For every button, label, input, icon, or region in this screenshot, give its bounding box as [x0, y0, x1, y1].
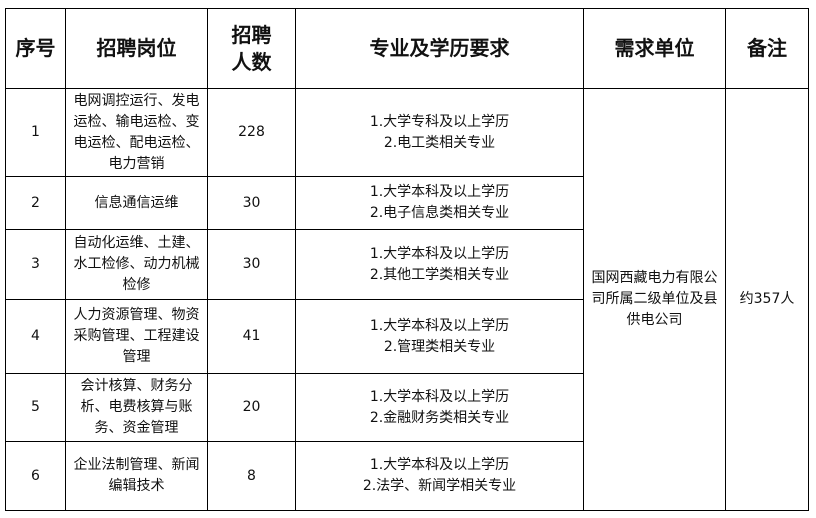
- table-row: 1 电网调控运行、发电运检、输电运检、变电运检、配电运检、电力营销 228 1.…: [5, 88, 809, 511]
- table-row: 6 企业法制管理、新闻编辑技术 8 1.大学本科及以上学历 2.法学、新闻学相关专…: [5, 441, 809, 511]
- row-position: 企业法制管理、新闻编辑技术: [65, 441, 208, 511]
- header-row: 序号 招聘岗位 招聘人数 专业及学历要求 需求单位 备注: [5, 8, 809, 89]
- row-no: 6: [5, 441, 66, 511]
- row-requirements: 1.大学本科及以上学历 2.电子信息类相关专业: [295, 176, 584, 230]
- row-requirements: 1.大学本科及以上学历 2.法学、新闻学相关专业: [295, 441, 584, 511]
- header-note: 备注: [725, 8, 809, 89]
- header-requirements: 专业及学历要求: [295, 8, 584, 89]
- header-count: 招聘人数: [207, 8, 296, 89]
- req-major: 2.法学、新闻学相关专业: [362, 478, 517, 494]
- row-no: 3: [5, 229, 66, 300]
- row-count: 30: [207, 229, 296, 300]
- row-requirements: 1.大学本科及以上学历 2.金融财务类相关专业: [295, 373, 584, 442]
- row-no: 5: [5, 373, 66, 442]
- header-no: 序号: [5, 8, 66, 89]
- row-position: 电网调控运行、发电运检、输电运检、变电运检、配电运检、电力营销: [65, 88, 208, 177]
- req-major: 2.管理类相关专业: [383, 338, 496, 355]
- row-count: 20: [207, 373, 296, 442]
- req-education: 1.大学本科及以上学历: [369, 317, 510, 334]
- row-position: 会计核算、财务分析、电费核算与账务、资金管理: [65, 373, 208, 442]
- row-no: 1: [5, 88, 66, 177]
- row-position: 自动化运维、土建、水工检修、动力机械检修: [65, 229, 208, 300]
- row-count: 30: [207, 176, 296, 230]
- row-count: 228: [207, 88, 296, 177]
- req-education: 1.大学专科及以上学历: [369, 113, 510, 130]
- table-row: 3 自动化运维、土建、水工检修、动力机械检修 30 1.大学本科及以上学历 2.其…: [5, 229, 809, 300]
- header-position: 招聘岗位: [65, 8, 208, 89]
- note: 约357人: [725, 88, 809, 511]
- req-education: 1.大学本科及以上学历: [369, 184, 510, 200]
- table-row: 5 会计核算、财务分析、电费核算与账务、资金管理 20 1.大学本科及以上学历 2…: [5, 373, 809, 442]
- row-position: 人力资源管理、物资采购管理、工程建设管理: [65, 299, 208, 374]
- row-position: 信息通信运维: [65, 176, 208, 230]
- row-no: 2: [5, 176, 66, 230]
- row-count: 41: [207, 299, 296, 374]
- row-no: 4: [5, 299, 66, 374]
- table-row: 4 人力资源管理、物资采购管理、工程建设管理 41 1.大学本科及以上学历 2.管…: [5, 299, 809, 374]
- req-education: 1.大学本科及以上学历: [369, 388, 510, 405]
- demand-unit: 国网西藏电力有限公司所属二级单位及县供电公司: [583, 88, 726, 511]
- header-unit: 需求单位: [583, 8, 726, 89]
- req-major: 2.电子信息类相关专业: [369, 205, 510, 221]
- req-education: 1.大学本科及以上学历: [369, 457, 510, 473]
- row-requirements: 1.大学专科及以上学历 2.电工类相关专业: [295, 88, 584, 177]
- row-requirements: 1.大学本科及以上学历 2.其他工学类相关专业: [295, 229, 584, 300]
- recruitment-table: 序号 招聘岗位 招聘人数 专业及学历要求 需求单位 备注 1 电网调控运行、发电…: [5, 8, 809, 511]
- row-count: 8: [207, 441, 296, 511]
- req-major: 2.电工类相关专业: [383, 134, 496, 151]
- req-education: 1.大学本科及以上学历: [369, 245, 510, 262]
- row-requirements: 1.大学本科及以上学历 2.管理类相关专业: [295, 299, 584, 374]
- req-major: 2.其他工学类相关专业: [369, 266, 510, 283]
- req-major: 2.金融财务类相关专业: [369, 409, 510, 426]
